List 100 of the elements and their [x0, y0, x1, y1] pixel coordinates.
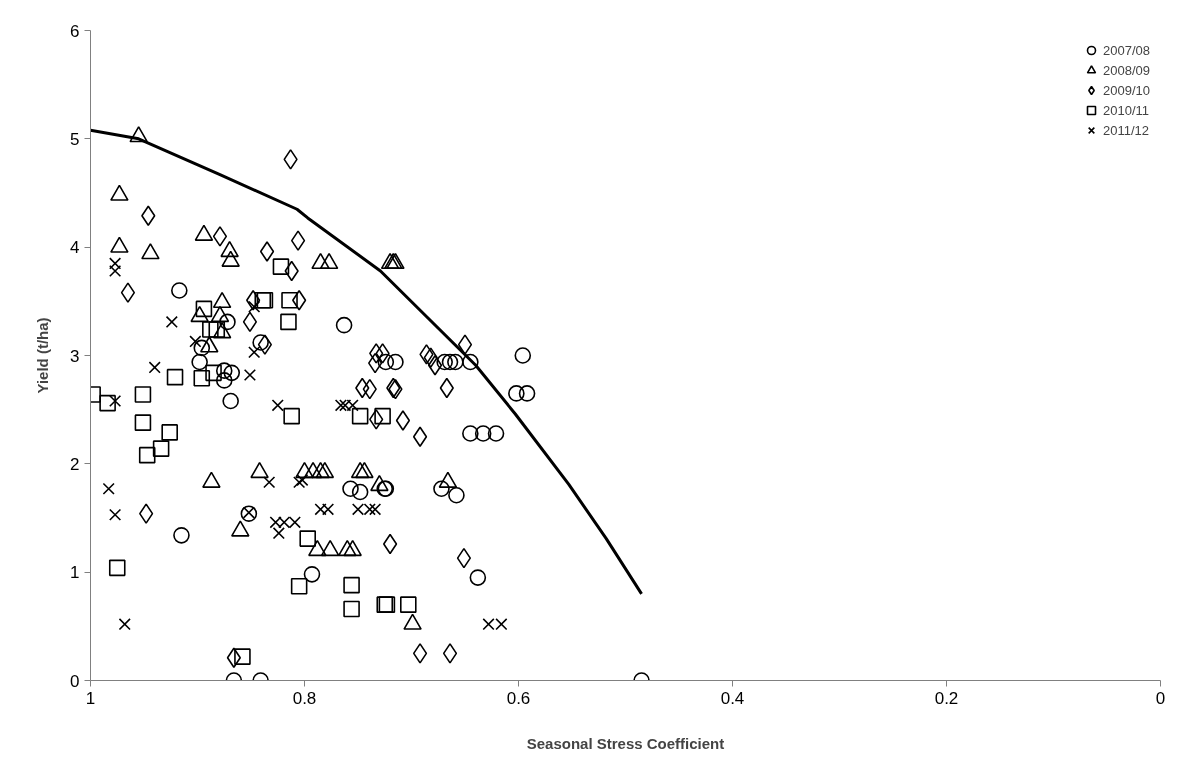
point	[433, 480, 450, 498]
legend-label: 2010/11	[1103, 102, 1150, 118]
point	[271, 399, 284, 412]
point	[280, 313, 297, 331]
y-tick-label: 4	[70, 238, 80, 258]
point	[215, 362, 233, 379]
y-tick-label: 1	[70, 563, 80, 583]
point	[462, 353, 479, 371]
point	[171, 282, 188, 299]
point	[99, 394, 116, 412]
point	[109, 264, 122, 278]
x-tick-label: 0.8	[292, 688, 317, 708]
point	[257, 334, 273, 355]
point	[243, 368, 257, 382]
point	[514, 347, 532, 364]
legend-label: 2009/10	[1103, 82, 1150, 98]
point	[518, 385, 536, 402]
point	[387, 353, 404, 371]
point	[120, 282, 136, 303]
point	[508, 385, 525, 402]
point	[212, 226, 228, 247]
point	[118, 618, 131, 631]
point	[457, 334, 473, 355]
point	[109, 394, 122, 408]
point	[272, 527, 285, 540]
point	[436, 353, 453, 371]
point	[138, 446, 156, 464]
point	[109, 508, 122, 521]
point	[219, 313, 236, 331]
point	[195, 300, 213, 318]
point	[290, 230, 306, 251]
point	[223, 364, 241, 382]
line-series	[90, 128, 644, 596]
point	[134, 414, 152, 431]
point	[447, 353, 464, 371]
x-tick-label: 1	[85, 688, 96, 708]
point	[342, 480, 359, 498]
point	[173, 527, 190, 544]
point	[108, 559, 126, 577]
point	[335, 316, 353, 334]
point	[487, 425, 505, 442]
legend-label: 2007/08	[1103, 42, 1150, 58]
point	[134, 386, 152, 403]
legend-label: 2011/12	[1103, 122, 1150, 138]
point	[281, 291, 298, 309]
point	[248, 346, 261, 359]
point	[272, 258, 290, 275]
legend-label: 2008/09	[1103, 62, 1150, 78]
point	[139, 503, 154, 524]
x-tick-label: 0.6	[506, 688, 531, 708]
point	[222, 392, 239, 410]
point	[419, 344, 434, 365]
point	[369, 409, 384, 430]
point	[208, 321, 226, 338]
point	[399, 596, 417, 613]
point	[367, 352, 383, 374]
point	[423, 347, 438, 368]
y-tick-label: 3	[70, 346, 80, 366]
point	[299, 530, 317, 547]
point	[259, 241, 275, 262]
x-tick-label: 0.4	[720, 688, 745, 708]
point	[193, 369, 211, 387]
point	[152, 440, 170, 457]
point	[343, 600, 360, 618]
point	[375, 343, 390, 364]
point	[193, 339, 211, 357]
point	[166, 368, 184, 386]
point	[427, 354, 443, 376]
point	[303, 566, 321, 583]
point	[165, 315, 178, 329]
point	[226, 647, 242, 669]
point	[442, 643, 458, 664]
point	[369, 343, 384, 364]
point	[374, 407, 391, 425]
point	[283, 149, 298, 170]
point	[252, 334, 269, 351]
point	[102, 482, 115, 495]
point	[290, 577, 308, 595]
point	[441, 353, 459, 371]
y-tick-label: 6	[70, 21, 80, 41]
point	[242, 311, 258, 333]
point	[412, 426, 428, 448]
x-axis-title: Seasonal Stress Coefficient	[526, 734, 725, 752]
point	[351, 407, 369, 425]
x-tick-label: 0.2	[934, 688, 959, 708]
point	[191, 353, 208, 371]
point	[382, 533, 398, 555]
point	[205, 364, 222, 382]
x-tick-label: 0	[1155, 688, 1166, 708]
point	[283, 407, 300, 425]
point	[377, 353, 395, 371]
point	[462, 425, 479, 442]
point	[343, 576, 360, 594]
point	[351, 483, 369, 501]
point	[474, 425, 492, 442]
point	[148, 361, 161, 374]
y-tick-label: 2	[70, 454, 80, 474]
point	[395, 410, 411, 431]
y-axis-title: Yield (t/ha)	[34, 317, 52, 394]
point	[469, 569, 487, 586]
